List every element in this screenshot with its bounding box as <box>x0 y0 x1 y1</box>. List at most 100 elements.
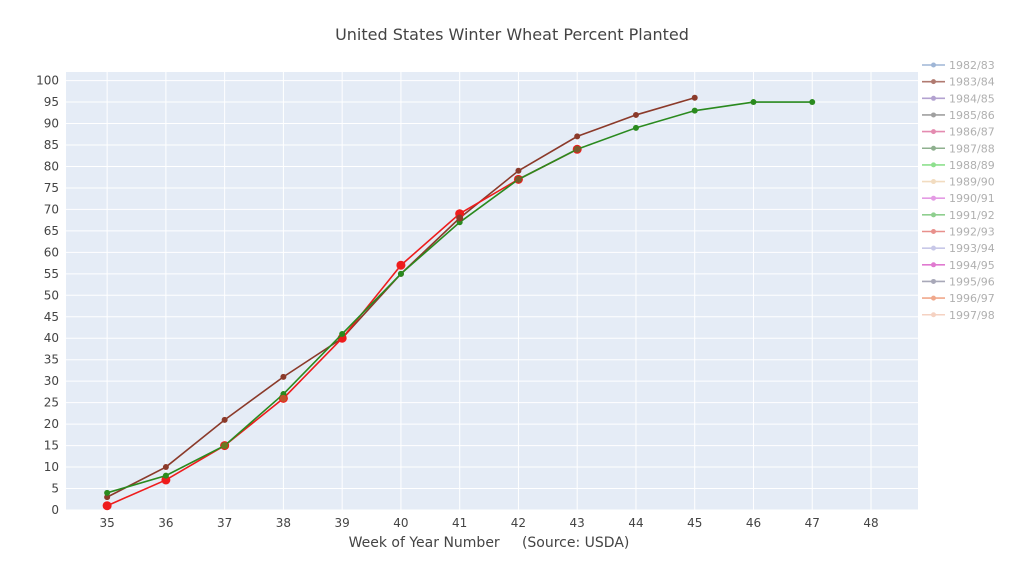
x-tick-label: 46 <box>746 516 761 530</box>
legend-label: 1992/93 <box>949 226 995 239</box>
legend-item[interactable]: 1995/96 <box>922 275 995 288</box>
data-point[interactable] <box>162 464 169 471</box>
y-tick-label: 30 <box>44 374 59 388</box>
legend-swatch-marker <box>931 229 936 234</box>
legend-item[interactable]: 1993/94 <box>922 242 995 255</box>
legend-swatch-marker <box>931 95 936 101</box>
y-tick-label: 80 <box>44 159 59 173</box>
axis-ticks: 0 5 10 15 20 25 30 35 40 45 50 55 60 65 70 75 80 85 90 95 10… <box>36 74 879 530</box>
data-point[interactable] <box>809 99 816 106</box>
data-point[interactable] <box>691 107 698 114</box>
x-tick-label: 43 <box>570 516 585 530</box>
legend-item[interactable]: 1990/91 <box>922 192 995 205</box>
legend-swatch-marker <box>931 212 936 218</box>
legend-label: 1986/87 <box>949 126 995 139</box>
legend-label: 1997/98 <box>949 309 995 322</box>
y-tick-label: 55 <box>44 267 59 281</box>
data-point[interactable] <box>162 472 169 479</box>
y-tick-label: 35 <box>44 353 59 367</box>
legend-label: 1982/83 <box>949 59 995 72</box>
data-point[interactable] <box>691 94 698 101</box>
data-point[interactable] <box>396 260 406 270</box>
data-point[interactable] <box>221 416 228 423</box>
data-point[interactable] <box>632 124 639 131</box>
overlay-points <box>221 145 581 450</box>
legend-item[interactable]: 1982/83 <box>922 59 995 72</box>
y-tick-label: 40 <box>44 331 59 345</box>
y-tick-label: 95 <box>44 95 59 109</box>
legend-item[interactable]: 1987/88 <box>922 142 995 155</box>
legend-label: 1996/97 <box>949 292 995 305</box>
x-tick-label: 37 <box>217 516 232 530</box>
legend-item[interactable]: 1988/89 <box>922 159 995 172</box>
legend-label: 1983/84 <box>949 76 995 89</box>
y-tick-label: 25 <box>44 396 59 410</box>
legend-swatch-marker <box>931 129 936 135</box>
legend-swatch-marker <box>931 195 936 201</box>
data-point[interactable] <box>515 167 522 174</box>
legend-swatch-marker <box>931 262 936 268</box>
legend-item[interactable]: 1994/95 <box>922 259 995 272</box>
y-tick-label: 60 <box>44 245 59 259</box>
data-point[interactable] <box>750 99 757 106</box>
x-tick-label: 48 <box>863 516 878 530</box>
y-tick-label: 10 <box>44 460 59 474</box>
legend-label: 1994/95 <box>949 259 995 272</box>
y-tick-label: 90 <box>44 117 59 131</box>
legend-item[interactable]: 1985/86 <box>922 109 995 122</box>
data-point[interactable] <box>104 494 111 501</box>
y-tick-label: 0 <box>51 503 59 517</box>
legend-label: 1985/86 <box>949 109 995 122</box>
data-point[interactable] <box>279 394 287 402</box>
legend-label: 1993/94 <box>949 242 995 255</box>
y-tick-label: 75 <box>44 181 59 195</box>
data-point[interactable] <box>573 145 581 153</box>
x-tick-label: 38 <box>276 516 291 530</box>
legend-swatch-marker <box>931 245 936 251</box>
legend-label: 1990/91 <box>949 192 995 205</box>
legend-swatch-marker <box>931 278 936 284</box>
data-point[interactable] <box>102 501 112 511</box>
legend-item[interactable]: 1989/90 <box>922 176 995 189</box>
legend-label: 1988/89 <box>949 159 995 172</box>
legend-item[interactable]: 1983/84 <box>922 76 995 89</box>
legend-swatch-marker <box>931 295 936 301</box>
legend-swatch-marker <box>931 145 936 151</box>
y-tick-label: 100 <box>36 74 59 88</box>
data-point[interactable] <box>397 270 404 277</box>
data-point[interactable] <box>574 133 581 140</box>
legend-item[interactable]: 1992/93 <box>922 226 995 239</box>
legend: 1982/83 1983/84 1984/85 1985/86 1986/87 1987/… <box>922 59 995 322</box>
legend-item[interactable]: 1991/92 <box>922 209 995 222</box>
chart-title: United States Winter Wheat Percent Plant… <box>335 25 689 44</box>
data-point[interactable] <box>632 111 639 118</box>
x-tick-label: 39 <box>335 516 350 530</box>
legend-item[interactable]: 1996/97 <box>922 292 995 305</box>
y-tick-label: 65 <box>44 224 59 238</box>
y-tick-label: 5 <box>51 482 59 496</box>
x-tick-label: 42 <box>511 516 526 530</box>
legend-item[interactable]: 1984/85 <box>922 92 995 105</box>
x-tick-label: 36 <box>158 516 173 530</box>
legend-swatch-marker <box>931 162 936 168</box>
data-point[interactable] <box>161 475 171 485</box>
data-point[interactable] <box>456 214 464 222</box>
data-point[interactable] <box>514 175 522 183</box>
legend-label: 1991/92 <box>949 209 995 222</box>
legend-swatch-marker <box>931 112 936 118</box>
data-point[interactable] <box>339 330 346 337</box>
legend-item[interactable]: 1997/98 <box>922 309 995 322</box>
x-tick-label: 44 <box>628 516 643 530</box>
data-point[interactable] <box>221 442 229 450</box>
data-point[interactable] <box>280 373 287 380</box>
legend-swatch-marker <box>931 62 936 68</box>
legend-item[interactable]: 1986/87 <box>922 126 995 139</box>
legend-swatch-marker <box>931 79 936 85</box>
series-layer <box>102 94 816 511</box>
legend-swatch-marker <box>931 312 936 318</box>
legend-label: 1987/88 <box>949 142 995 155</box>
y-tick-label: 70 <box>44 202 59 216</box>
data-point[interactable] <box>104 489 111 496</box>
x-tick-label: 45 <box>687 516 702 530</box>
